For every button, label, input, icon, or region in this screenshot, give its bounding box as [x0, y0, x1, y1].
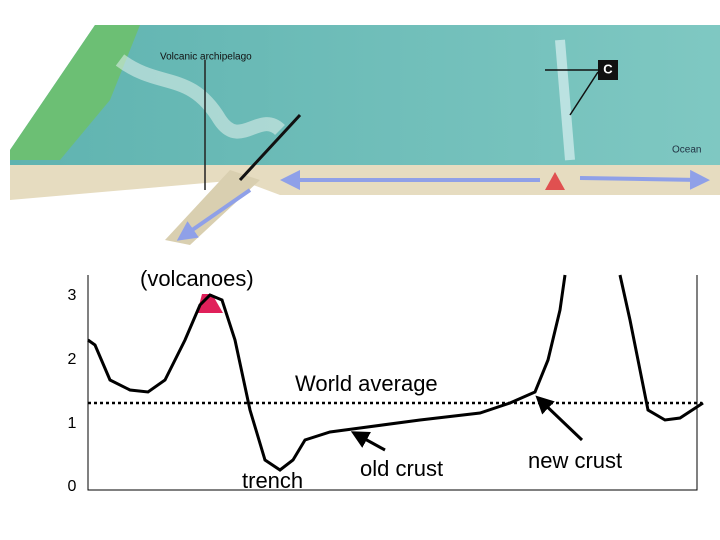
y-tick-label: 1: [68, 415, 77, 432]
pointer: [350, 431, 386, 452]
flow-arrow: [176, 188, 252, 241]
block-diagram: Volcanic archipelago C Ocean: [10, 25, 720, 245]
y-tick-label: 3: [68, 287, 77, 304]
mask: [0, 250, 720, 270]
y-tick-label: 2: [68, 351, 77, 368]
ocean-surface: [10, 25, 720, 165]
frame: [87, 275, 698, 491]
marker: C: [603, 61, 613, 76]
annotation: trench: [242, 468, 303, 493]
annotation: World average: [295, 371, 438, 396]
pointer: [535, 395, 584, 442]
crust: [10, 165, 720, 200]
island-arc: [115, 54, 285, 139]
annotation: old crust: [360, 456, 443, 481]
profile-plot: (volcanoes) 3 2 1 0 World average trench…: [0, 250, 720, 495]
ridge: [555, 39, 575, 161]
label: Ocean: [672, 145, 701, 156]
profile-curve: [618, 274, 704, 422]
trench-line: [238, 113, 302, 182]
marker-box: [598, 60, 618, 80]
annotation: new crust: [528, 448, 622, 473]
label: Volcanic archipelago: [160, 52, 252, 63]
y-tick-label: 0: [68, 478, 77, 495]
volcano: [197, 294, 223, 313]
leader: [569, 71, 599, 116]
profile-curve: [87, 274, 567, 472]
upwelling: [545, 172, 565, 190]
flow-arrow: [579, 169, 710, 190]
land: [10, 25, 140, 160]
